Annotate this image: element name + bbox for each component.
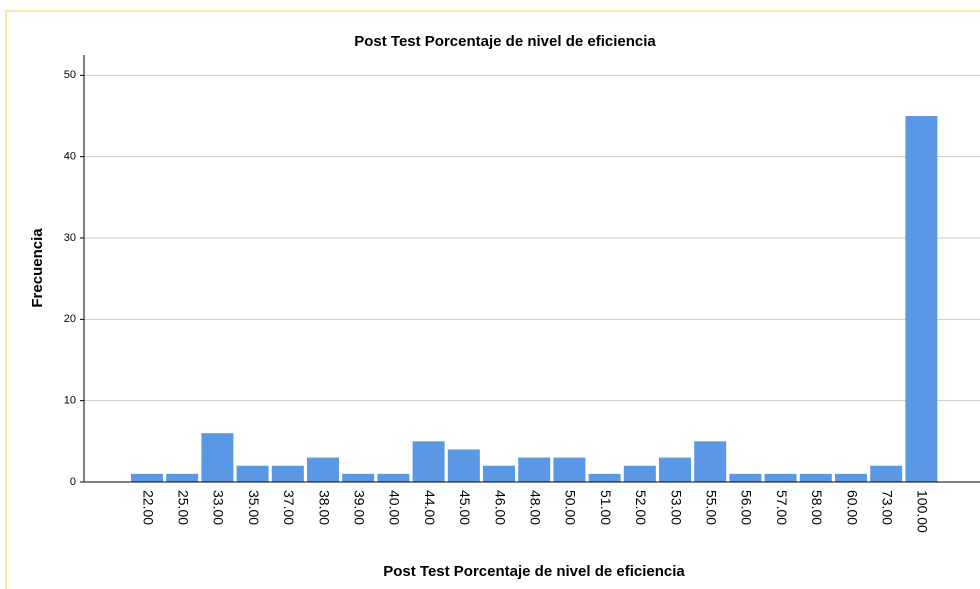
x-tick-label: 56.00 — [739, 490, 755, 525]
x-tick-label: 37.00 — [281, 490, 297, 525]
x-tick-label: 57.00 — [774, 490, 790, 525]
x-tick-label: 48.00 — [527, 490, 543, 525]
bar — [483, 465, 515, 482]
bar — [870, 465, 903, 482]
y-tick-label: 40 — [64, 151, 76, 163]
x-tick-label: 50.00 — [563, 490, 579, 525]
chart-title: Post Test Porcentaje de nivel de eficien… — [354, 33, 656, 50]
x-tick-label: 33.00 — [211, 490, 227, 525]
bar — [553, 457, 586, 482]
bar — [342, 473, 375, 482]
bar — [412, 441, 445, 482]
frame — [5, 10, 980, 589]
x-tick-label: 55.00 — [703, 490, 719, 525]
x-tick-label: 44.00 — [422, 490, 438, 525]
bar — [377, 473, 410, 482]
bar — [307, 457, 339, 482]
x-tick-label: 73.00 — [879, 490, 895, 525]
x-tick-label: 58.00 — [809, 490, 825, 525]
x-tick-label: 100.00 — [915, 490, 931, 533]
x-tick-label: 25.00 — [175, 490, 191, 525]
bar — [694, 441, 727, 482]
y-tick-label: 30 — [64, 232, 76, 244]
bar — [236, 465, 269, 482]
bar — [201, 433, 234, 482]
bar — [729, 473, 762, 482]
bar — [588, 473, 621, 482]
bar — [271, 465, 304, 482]
bar — [799, 473, 832, 482]
x-tick-label: 22.00 — [140, 490, 156, 525]
bar — [659, 457, 691, 482]
x-tick-label: 45.00 — [457, 490, 473, 525]
x-tick-label: 38.00 — [316, 490, 332, 525]
y-tick-label: 10 — [64, 395, 76, 407]
x-tick-label: 39.00 — [351, 490, 367, 525]
y-axis-label: Frecuencia — [29, 228, 46, 308]
x-tick-label: 51.00 — [598, 490, 614, 525]
bar — [835, 473, 867, 482]
x-tick-label: 35.00 — [246, 490, 262, 525]
bar — [764, 473, 797, 482]
x-tick-label: 52.00 — [633, 490, 649, 525]
y-tick-label: 0 — [70, 476, 76, 488]
bar — [623, 465, 656, 482]
x-tick-label: 53.00 — [668, 490, 684, 525]
y-tick-label: 20 — [64, 313, 76, 325]
y-tick-label: 50 — [64, 69, 76, 81]
x-tick-label: 40.00 — [387, 490, 403, 525]
bar — [905, 116, 938, 482]
bar — [518, 457, 551, 482]
x-tick-label: 46.00 — [492, 490, 508, 525]
bar — [131, 473, 163, 482]
x-tick-label: 60.00 — [844, 490, 860, 525]
bar — [166, 473, 199, 482]
x-axis-label: Post Test Porcentaje de nivel de eficien… — [383, 563, 685, 580]
bar — [447, 449, 480, 482]
